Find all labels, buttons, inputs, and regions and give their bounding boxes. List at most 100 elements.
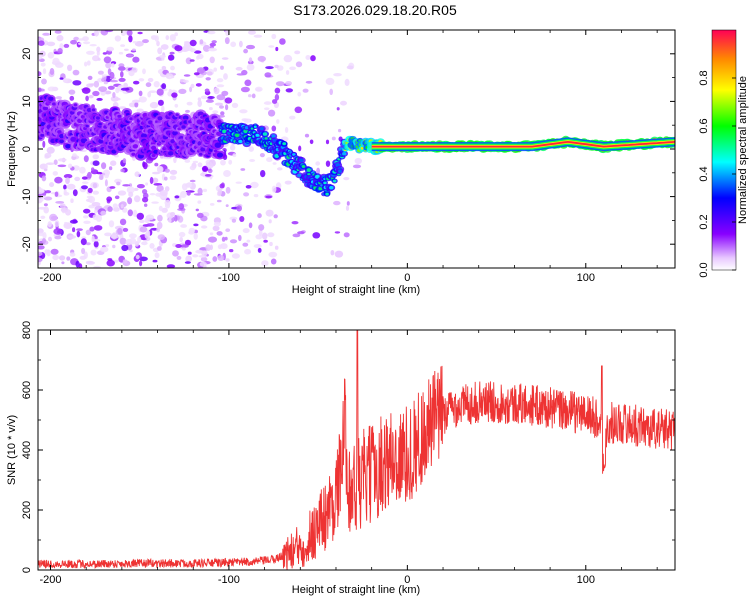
spectrogram-speckle — [128, 70, 135, 77]
spectrogram-speckle — [170, 65, 175, 71]
colorbar-ticks: 0.0 0.2 0.4 0.6 0.8 — [698, 70, 736, 278]
spectrogram-band-core — [59, 139, 64, 144]
spectrogram-speckle — [88, 95, 94, 99]
spectrogram-speckle — [128, 183, 133, 188]
spectrogram-speckle — [201, 225, 208, 229]
spectrogram-speckle — [189, 165, 196, 171]
spectrogram-speckle — [144, 203, 148, 207]
spectrogram-speckle — [212, 110, 219, 114]
spectrogram-speckle — [133, 80, 140, 85]
spectrogram-speckle — [345, 205, 350, 211]
spectrogram-speckle — [276, 119, 280, 124]
spectrogram-speckle — [274, 64, 279, 68]
spectrogram-speckle — [112, 101, 119, 108]
spectrogram-speckle — [213, 221, 221, 227]
spectrogram-speckle — [129, 233, 137, 239]
spectrogram-speckle — [169, 51, 175, 55]
spectrogram-speckle — [309, 139, 314, 145]
spectrogram-speckle — [119, 218, 127, 226]
spectrogram-speckle — [72, 165, 80, 171]
spectrogram-speckle — [68, 163, 73, 169]
spectrogram-speckle — [156, 226, 161, 233]
spectrogram-speckle — [126, 30, 133, 36]
spectrogram-speckle — [216, 84, 225, 88]
spectrogram-speckle — [48, 236, 52, 242]
spectrogram-speckle — [152, 259, 158, 263]
spectrogram-band-core — [337, 158, 341, 161]
spectrogram-speckle — [244, 79, 252, 87]
spectrogram-speckle — [284, 180, 292, 185]
spectrogram-speckle — [84, 61, 88, 67]
spectrogram-speckle — [144, 217, 150, 223]
spectrogram-speckle — [277, 167, 283, 171]
spectrogram-speckle — [192, 254, 199, 258]
spectrogram-speckle — [211, 40, 217, 44]
spectrogram-speckle — [274, 245, 279, 250]
spectrogram-speckle — [72, 69, 80, 76]
spectrogram-speckle — [42, 140, 46, 148]
spectrogram-speckle — [225, 228, 231, 232]
spectrogram-speckle — [136, 184, 145, 189]
spectrogram-speckle — [232, 153, 237, 158]
spectrogram-speckle — [295, 61, 303, 68]
spectrogram-band-core — [255, 133, 260, 137]
spectrogram-speckle — [230, 144, 236, 151]
spectrogram-speckle — [164, 168, 170, 173]
spectrogram-speckle — [294, 106, 303, 114]
spectrogram-speckle — [184, 261, 191, 264]
spectrogram-band-core — [48, 96, 54, 101]
spectrogram-band-core — [250, 127, 254, 130]
spectrogram-speckle — [80, 238, 87, 246]
spectrogram-speckle — [89, 44, 97, 47]
spectrogram-speckle — [156, 40, 160, 47]
spectrogram-band-core — [98, 122, 102, 126]
spectrogram-speckle — [66, 256, 71, 261]
spectrogram-speckle — [85, 95, 89, 102]
spectrogram-band-core — [175, 113, 179, 117]
spectrogram-band-core — [282, 142, 287, 146]
spectrogram-speckle — [64, 221, 68, 225]
spectrogram-band-core — [323, 181, 327, 185]
spectrogram-speckle — [86, 50, 95, 55]
spectrogram-band-core — [329, 185, 334, 190]
spectrogram-speckle — [164, 186, 170, 192]
spectrogram-speckle — [180, 191, 187, 198]
spectrogram-speckle — [260, 170, 266, 178]
spectrogram-speckle — [195, 83, 202, 87]
spectrogram-speckle — [67, 64, 73, 72]
spectrogram-speckle — [176, 255, 182, 260]
spectrogram-speckle — [248, 30, 256, 35]
spectrogram-speckle — [101, 162, 107, 170]
spectrogram-speckle — [334, 231, 341, 234]
spectrogram-speckle — [157, 99, 164, 106]
spectrogram-speckle — [101, 74, 108, 77]
spectrogram-speckle — [83, 220, 91, 224]
spectrogram-band-core — [272, 138, 277, 143]
spectrogram-speckle — [239, 109, 248, 114]
spectrogram-speckle — [166, 264, 176, 268]
spectrogram-speckle — [137, 236, 142, 244]
spectrogram-speckle — [122, 259, 128, 264]
spectrogram-speckle — [42, 68, 47, 75]
spectrogram-speckle — [138, 90, 143, 97]
spectrogram-speckle — [131, 99, 141, 103]
spectrogram-speckle — [229, 249, 234, 253]
spectrogram-speckle — [139, 260, 143, 267]
spectrogram-speckle — [189, 86, 193, 93]
spectrogram-speckle — [147, 91, 152, 98]
spectrogram-speckle — [325, 160, 331, 167]
spectrogram-speckle — [196, 67, 205, 74]
spectrogram-speckle — [96, 97, 103, 101]
spectrogram-speckle — [229, 239, 238, 244]
spectrogram-speckle — [199, 261, 207, 267]
spectrogram-speckle — [249, 159, 256, 162]
spectrogram-speckle — [271, 125, 277, 132]
spectrogram-speckle — [109, 186, 116, 189]
spectrogram-speckle — [184, 239, 192, 246]
spectrogram-speckle — [63, 188, 67, 196]
spectrogram-speckle — [158, 205, 163, 212]
spectrogram-speckle — [89, 226, 95, 232]
spectrogram-speckle — [142, 196, 149, 203]
